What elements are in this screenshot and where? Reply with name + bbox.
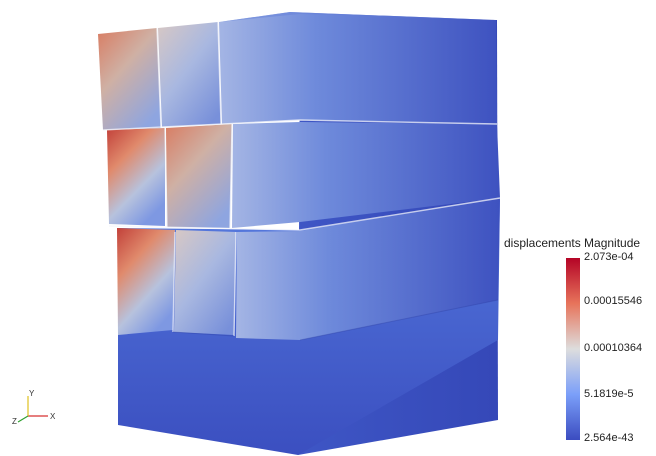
orientation-axes: X Y Z: [12, 389, 56, 426]
colorbar-tick-min: 2.564e-43: [584, 432, 634, 444]
block-row1-1: [98, 28, 161, 130]
block-row2-2: [166, 124, 232, 228]
block-top-face: [219, 12, 496, 22]
block-row3-2: [174, 230, 236, 335]
block-row1-3: [219, 12, 497, 124]
block-row2-1: [107, 128, 165, 226]
block-row2-3: [232, 122, 500, 228]
colorbar-title: displacements Magnitude: [504, 236, 641, 250]
block-row3-1: [117, 228, 175, 335]
axis-z-label: Z: [12, 417, 17, 426]
block-row3-3: [236, 198, 500, 340]
colorbar-tick-3: 0.00010364: [584, 342, 643, 354]
colorbar-tick-4: 5.1819e-5: [584, 388, 634, 400]
colorbar-tick-2: 0.00015546: [584, 295, 643, 307]
block-row1-2: [158, 22, 221, 127]
colorbar[interactable]: [566, 258, 580, 440]
axis-y-label: Y: [29, 389, 35, 398]
colorbar-tick-max: 2.073e-04: [584, 251, 634, 263]
axis-x-label: X: [50, 412, 56, 421]
